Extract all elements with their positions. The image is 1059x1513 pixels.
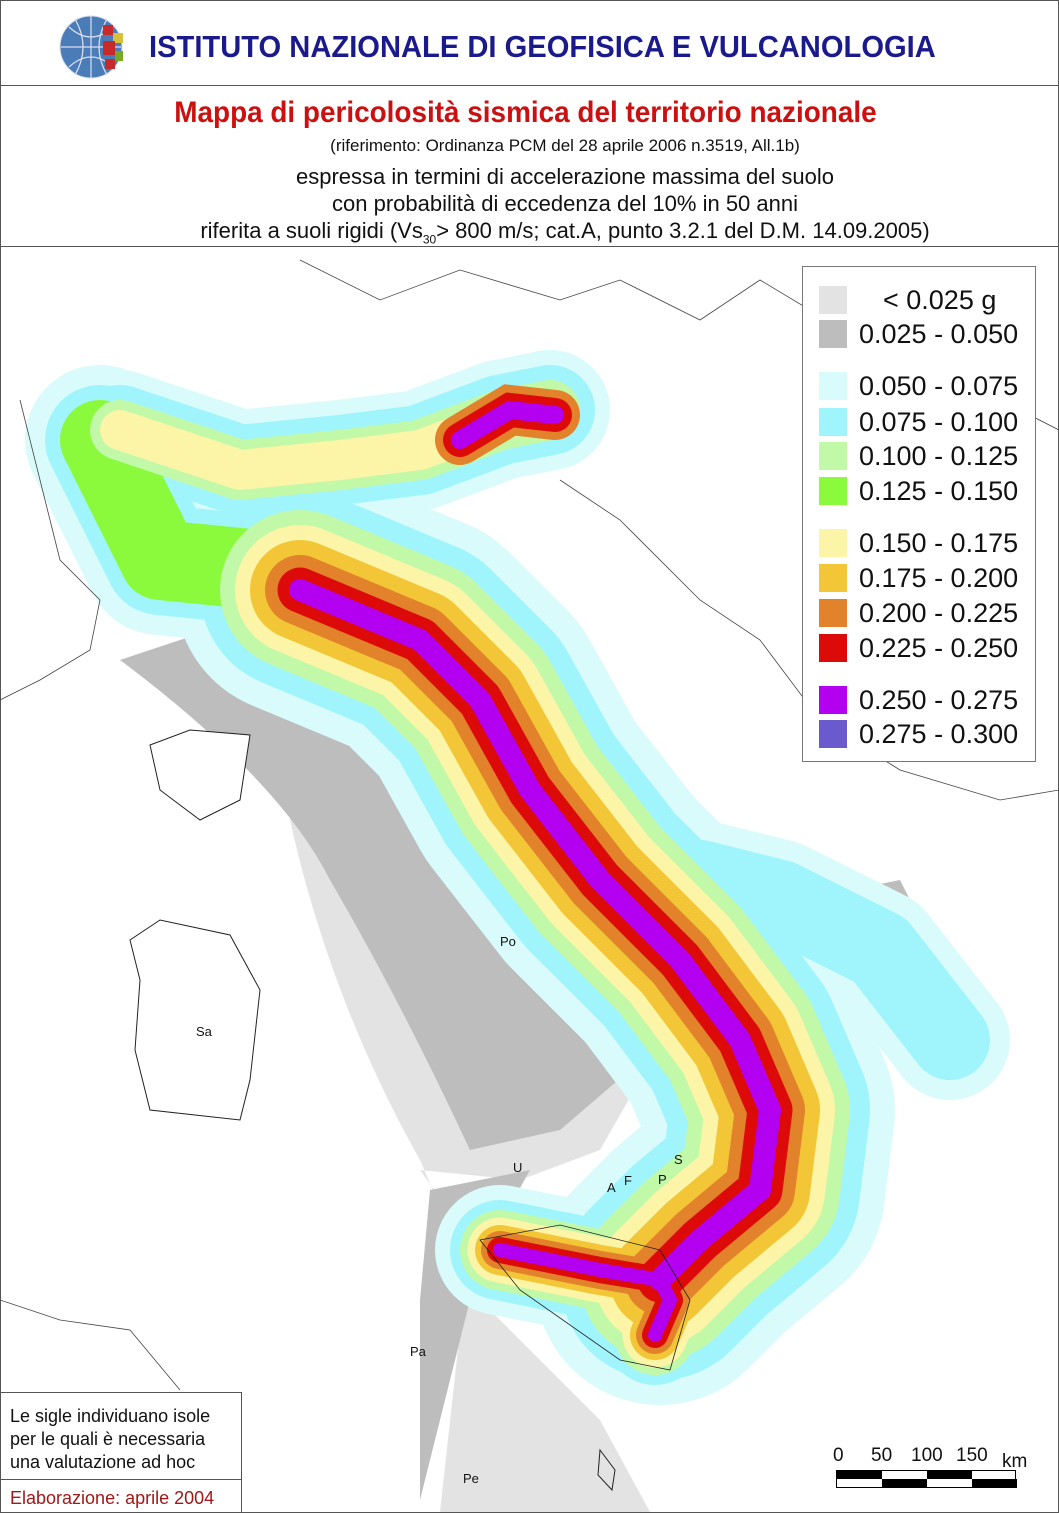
legend-item: 0.125 - 0.150	[819, 476, 1018, 506]
legend-item: 0.275 - 0.300	[819, 719, 1018, 749]
note-text: Le sigle individuano isole per le quali …	[10, 1405, 210, 1474]
description-line-3: riferita a suoli rigidi (Vs30> 800 m/s; …	[0, 218, 1059, 246]
legend-swatch	[819, 599, 847, 627]
legend-label: 0.275 - 0.300	[859, 718, 1019, 749]
hazard-band-puglia	[660, 840, 990, 1080]
header-banner: ISTITUTO NAZIONALE DI GEOFISICA E VULCAN…	[0, 0, 1059, 86]
scale-tick-100: 100	[911, 1445, 943, 1466]
note-box: Le sigle individuano isole per le quali …	[0, 1392, 242, 1513]
legend-label: 0.200 - 0.225	[859, 597, 1019, 628]
island-label-pe: Pe	[463, 1471, 479, 1486]
legend-swatch	[819, 408, 847, 436]
legend-label: 0.125 - 0.150	[859, 475, 1019, 506]
legend-label: 0.225 - 0.250	[859, 632, 1019, 663]
legend-swatch	[819, 529, 847, 557]
map-title: Mappa di pericolosità sismica del territ…	[174, 96, 877, 129]
legend-item: 0.175 - 0.200	[819, 563, 1018, 593]
island-label-a: A	[607, 1180, 616, 1195]
reference-text: (riferimento: Ordinanza PCM del 28 april…	[330, 136, 800, 155]
legend-item: 0.225 - 0.250	[819, 633, 1018, 663]
legend-item: 0.200 - 0.225	[819, 598, 1018, 628]
legend-swatch	[819, 686, 847, 714]
hazard-band-spine	[289, 579, 781, 1291]
description-line-1: espressa in termini di accelerazione mas…	[295, 164, 835, 189]
legend: < 0.025 g 0.025 - 0.050 0.050 - 0.075 0.075…	[802, 266, 1036, 762]
legend-label: 0.175 - 0.200	[859, 562, 1019, 593]
legend-item: 0.250 - 0.275	[819, 685, 1018, 715]
legend-label: 0.050 - 0.075	[859, 370, 1019, 401]
legend-label: 0.025 - 0.050	[859, 318, 1019, 349]
note-line-3: una valutazione ad hoc	[10, 1452, 196, 1472]
legend-swatch	[819, 634, 847, 662]
hazard-bands	[25, 350, 1010, 1405]
description-line-2: con probabilità di eccedenza del 10% in …	[332, 191, 798, 216]
legend-swatch	[819, 442, 847, 470]
legend-item: 0.025 - 0.050	[819, 319, 1018, 349]
legend-swatch	[819, 286, 847, 314]
legend-label: 0.150 - 0.175	[859, 527, 1019, 558]
note-line-2: per le quali è necessaria	[10, 1429, 206, 1449]
island-label-f: F	[624, 1173, 632, 1188]
legend-swatch	[819, 477, 847, 505]
legend-label: 0.250 - 0.275	[859, 684, 1019, 715]
legend-item: 0.150 - 0.175	[819, 528, 1018, 558]
hazard-band-friuli	[451, 400, 564, 449]
legend-item: < 0.025 g	[819, 285, 996, 315]
ingv-logo-icon	[59, 15, 123, 79]
scale-tick-50: 50	[871, 1445, 893, 1466]
scale-tick-0: 0	[833, 1445, 844, 1466]
desc3-sub: 30	[422, 232, 437, 247]
island-label-u: U	[513, 1160, 522, 1175]
island-label-p: P	[658, 1172, 667, 1187]
scale-bar-outline	[836, 1470, 1017, 1488]
desc3-pre: riferita a suoli rigidi (Vs	[200, 218, 423, 243]
institute-name: ISTITUTO NAZIONALE DI GEOFISICA E VULCAN…	[149, 29, 936, 64]
island-labels: Po Sa U S A F P Pa Pe	[196, 934, 683, 1486]
scale-unit: km	[1002, 1451, 1028, 1472]
island-label-s: S	[674, 1152, 683, 1167]
legend-item: 0.075 - 0.100	[819, 407, 1018, 437]
legend-swatch	[819, 564, 847, 592]
legend-label: 0.075 - 0.100	[859, 406, 1019, 437]
legend-item: 0.100 - 0.125	[819, 441, 1018, 471]
legend-swatch	[819, 320, 847, 348]
scale-tick-150: 150	[956, 1445, 988, 1466]
legend-label: < 0.025 g	[883, 284, 997, 315]
scale-bar: 0 50 100 150 km	[826, 1445, 1028, 1495]
island-label-sa: Sa	[196, 1024, 213, 1039]
legend-swatch	[819, 720, 847, 748]
legend-item: 0.050 - 0.075	[819, 371, 1018, 401]
island-label-po: Po	[500, 934, 516, 949]
hazard-band-sicily	[493, 1243, 677, 1342]
elaboration-date: Elaborazione: aprile 2004	[1, 1479, 241, 1509]
desc3-post: > 800 m/s; cat.A, punto 3.2.1 del D.M. 1…	[436, 218, 930, 243]
hazard-map: Po Sa U S A F P Pa Pe	[0, 259, 1059, 1512]
note-line-1: Le sigle individuano isole	[10, 1406, 211, 1426]
legend-label: 0.100 - 0.125	[859, 440, 1019, 471]
legend-swatch	[819, 372, 847, 400]
island-label-pa: Pa	[410, 1344, 427, 1359]
